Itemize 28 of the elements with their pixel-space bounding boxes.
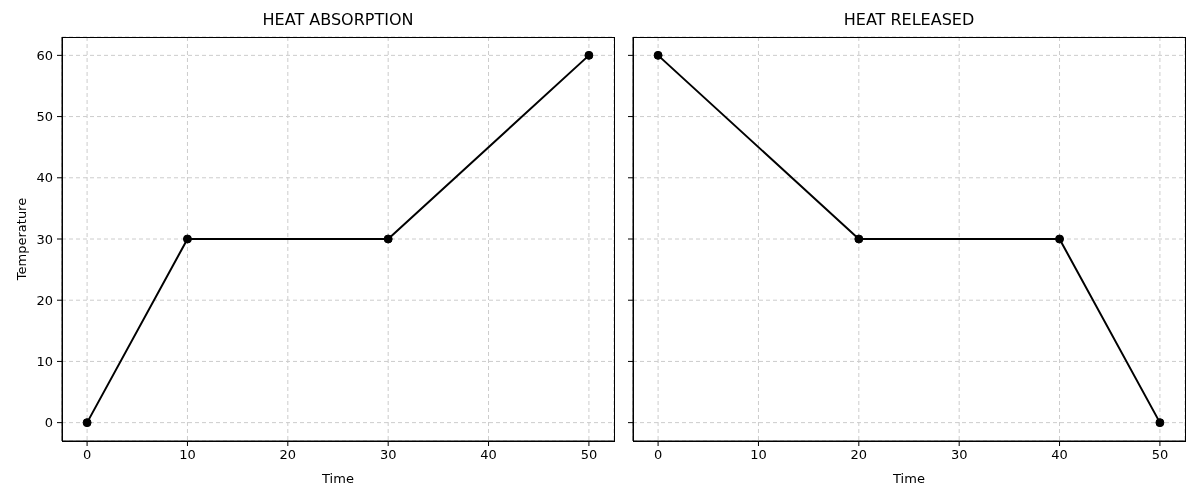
x-axis-title: Time: [321, 471, 354, 486]
y-axis-title: Temperature: [13, 197, 29, 282]
x-tick-label: 0: [82, 447, 92, 463]
x-tick-label: 50: [580, 447, 598, 463]
x-tick-label: 50: [1151, 447, 1169, 463]
y-tick-label: 40: [36, 170, 53, 186]
point: [182, 234, 192, 244]
y-tick-label: 0: [44, 415, 53, 431]
point: [584, 50, 594, 60]
y-tick-label: 50: [36, 109, 53, 125]
point: [82, 418, 92, 428]
x-tick-label: 30: [379, 447, 397, 463]
y-tick-label: 20: [36, 292, 53, 308]
chart-title: HEAT RELEASED: [842, 10, 976, 30]
x-tick-label: 40: [1051, 447, 1068, 463]
y-tick-label: 60: [36, 47, 53, 63]
x-tick-label: 40: [480, 447, 497, 463]
x-tick-label: 20: [850, 447, 868, 463]
x-tick-label: 10: [750, 447, 767, 463]
y-tick-label: 10: [36, 354, 53, 370]
x-tick-label: 0: [653, 447, 663, 463]
y-tick-label: 30: [36, 231, 53, 247]
x-axis-title: Time: [892, 471, 925, 486]
point: [383, 234, 393, 244]
x-tick-label: 30: [950, 447, 968, 463]
x-tick-label: 20: [279, 447, 297, 463]
x-tick-label: 10: [179, 447, 196, 463]
chart-title: HEAT ABSORPTION: [261, 10, 415, 30]
